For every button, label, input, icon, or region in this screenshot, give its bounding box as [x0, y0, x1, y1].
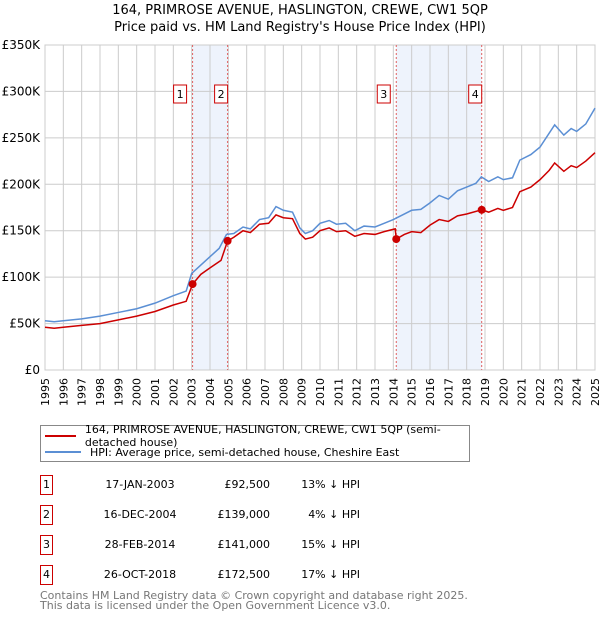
x-tick-label: 2004	[204, 378, 217, 406]
x-tick-label: 2000	[131, 378, 144, 406]
x-tick-label: 2020	[497, 378, 510, 406]
sale-point	[223, 236, 232, 245]
x-tick-label: 2024	[571, 378, 584, 406]
sale-label-number: 2	[218, 88, 225, 101]
x-tick-label: 2019	[479, 378, 492, 406]
x-tick-label: 2008	[277, 378, 290, 406]
sale-price: £172,500	[217, 568, 271, 581]
sale-label-box	[173, 84, 188, 104]
x-tick-label: 2025	[589, 378, 600, 406]
x-tick-label: 2009	[296, 378, 309, 406]
x-tick-label: 2014	[387, 378, 400, 406]
legend-label: HPI: Average price, semi-detached house,…	[90, 445, 400, 459]
sale-row: 1 17-JAN-2003 £92,500 13% ↓ HPI	[40, 475, 420, 495]
sale-number-badge: 1	[40, 475, 53, 495]
x-tick-label: 2005	[222, 378, 235, 406]
x-tick-label: 1997	[76, 378, 89, 406]
x-tick-label: 2015	[406, 378, 419, 406]
sale-period-shading	[396, 45, 482, 370]
y-tick-label: £0	[25, 363, 40, 377]
x-tick-label: 2011	[332, 378, 345, 406]
sale-hpi-diff: 17% ↓ HPI	[301, 568, 360, 581]
y-tick-label: £200K	[2, 177, 42, 191]
sale-number-badge: 4	[40, 565, 53, 585]
sale-point	[477, 205, 486, 214]
y-tick-label: £150K	[2, 224, 42, 238]
sale-number-badge: 3	[40, 535, 53, 555]
sale-label-box	[468, 84, 483, 104]
x-tick-label: 2010	[314, 378, 327, 406]
sale-label-box	[376, 84, 391, 104]
x-tick-label: 2018	[461, 378, 474, 406]
price-paid-line	[44, 152, 596, 329]
y-tick-label: £350K	[2, 38, 42, 52]
y-tick-label: £50K	[9, 317, 41, 331]
sale-hpi-diff: 13% ↓ HPI	[301, 478, 360, 491]
x-tick-label: 2023	[552, 378, 565, 406]
plot-border	[44, 44, 596, 371]
x-tick-label: 2003	[186, 378, 199, 406]
x-tick-label: 2002	[167, 378, 180, 406]
price-chart: 1995 1996 1997 1998 1999 2000 2001 2002 2003 2004…	[2, 38, 600, 406]
sale-price: £141,000	[217, 538, 271, 551]
sale-number-badge: 2	[40, 505, 53, 525]
y-tick-label: £300K	[2, 84, 42, 98]
sale-point	[392, 235, 401, 244]
sale-row: 2 16-DEC-2004 £139,000 4% ↓ HPI	[40, 505, 420, 525]
chart-subtitle: Price paid vs. HM Land Registry's House …	[114, 20, 486, 35]
sale-row: 3 28-FEB-2014 £141,000 15% ↓ HPI	[40, 535, 420, 555]
x-tick-label: 2012	[351, 378, 364, 406]
legend-swatch	[45, 435, 76, 437]
x-tick-label: 2021	[516, 378, 529, 406]
sale-date: 28-FEB-2014	[104, 538, 176, 551]
x-tick-label: 1999	[112, 378, 125, 406]
x-tick-label: 2013	[369, 378, 382, 406]
x-tick-label: 2007	[259, 378, 272, 406]
x-tick-label: 1996	[57, 378, 70, 406]
sale-label-number: 1	[177, 88, 184, 101]
x-tick-label: 2017	[442, 378, 455, 406]
legend-swatch	[45, 451, 81, 453]
sale-date: 26-OCT-2018	[103, 568, 177, 581]
x-tick-label: 1998	[94, 378, 107, 406]
sale-date: 16-DEC-2004	[103, 508, 177, 521]
sale-label-box	[214, 84, 229, 104]
footer-licence: This data is licensed under the Open Gov…	[40, 599, 391, 612]
sale-row: 4 26-OCT-2018 £172,500 17% ↓ HPI	[40, 565, 420, 585]
x-tick-label: 2016	[424, 378, 437, 406]
chart-title: 164, PRIMROSE AVENUE, HASLINGTON, CREWE,…	[112, 3, 488, 18]
sale-point	[188, 280, 197, 289]
x-tick-label: 2006	[241, 378, 254, 406]
legend: 164, PRIMROSE AVENUE, HASLINGTON, CREWE,…	[40, 423, 470, 462]
sale-label-number: 4	[472, 88, 479, 101]
sale-price: £92,500	[224, 478, 271, 491]
sale-hpi-diff: 4% ↓ HPI	[308, 508, 360, 521]
x-tick-label: 2022	[534, 378, 547, 406]
sale-price: £139,000	[217, 508, 271, 521]
x-tick-label: 2001	[149, 378, 162, 406]
footer: Contains HM Land Registry data © Crown c…	[40, 589, 468, 612]
y-tick-label: £250K	[2, 131, 42, 145]
x-tick-label: 1995	[39, 378, 52, 406]
sale-date: 17-JAN-2003	[105, 478, 175, 491]
legend-item-hpi: HPI: Average price, semi-detached house,…	[41, 444, 399, 460]
sale-hpi-diff: 15% ↓ HPI	[301, 538, 360, 551]
hpi-line	[44, 107, 596, 323]
sale-label-number: 3	[380, 88, 387, 101]
footer-copyright: Contains HM Land Registry data © Crown c…	[40, 589, 468, 602]
legend-label: 164, PRIMROSE AVENUE, HASLINGTON, CREWE,…	[84, 423, 441, 449]
legend-item-property: 164, PRIMROSE AVENUE, HASLINGTON, CREWE,…	[41, 423, 469, 449]
y-tick-label: £100K	[2, 270, 42, 284]
